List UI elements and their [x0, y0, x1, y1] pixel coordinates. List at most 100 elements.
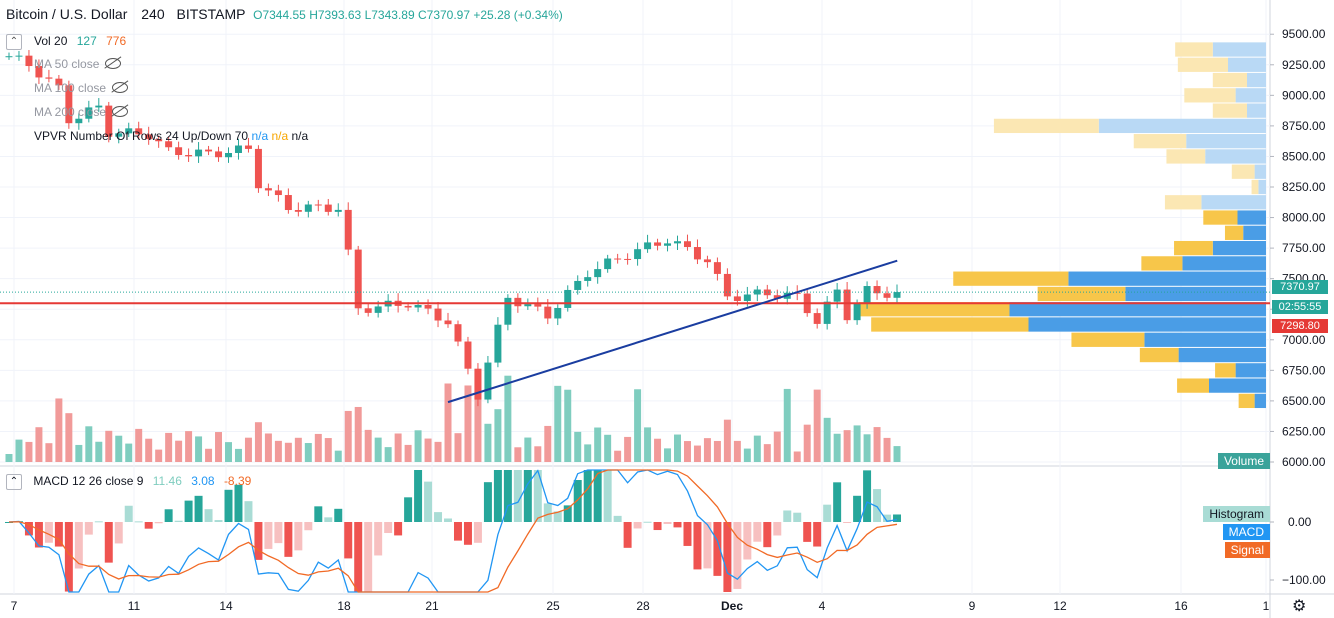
candle-body: [344, 209, 352, 250]
macd-histogram-bar: [863, 470, 872, 522]
hidden-eye-icon[interactable]: [105, 58, 122, 69]
volume-bar: [55, 398, 63, 462]
volume-bar: [494, 409, 502, 462]
vp-down-bar: [1238, 393, 1255, 409]
legend-vpvr[interactable]: VPVR Number Of Rows 24 Up/Down 70 n/a n/…: [34, 129, 308, 143]
collapse-icon[interactable]: ⌃: [6, 474, 22, 490]
candle-body: [284, 195, 292, 211]
macd-histogram-bar: [24, 522, 33, 536]
signal-line: [8, 469, 898, 593]
legend-ma50[interactable]: MA 50 close: [34, 57, 122, 71]
volume-badge: Volume: [1217, 453, 1270, 469]
volume-bar: [574, 431, 582, 462]
candle-body: [604, 258, 612, 270]
volume-bar: [863, 434, 871, 462]
macd-histogram-bar: [294, 522, 303, 551]
candle-body: [514, 297, 522, 307]
time-tick-label: 12: [1053, 599, 1067, 613]
vpvr-na-3: n/a: [291, 129, 309, 143]
macd-histogram-bar: [434, 512, 443, 522]
legend-ma100[interactable]: MA 100 close: [34, 81, 129, 95]
candle-body: [454, 324, 462, 342]
candle-body: [155, 139, 163, 142]
macd-histogram-bar: [324, 517, 333, 522]
vol-value-1: 127: [76, 34, 97, 48]
vp-up-bar: [1182, 256, 1266, 271]
volume-bar: [504, 375, 512, 462]
volume-bar: [723, 419, 731, 462]
macd-pane: [4, 469, 902, 593]
macd-histogram-bar: [64, 522, 73, 592]
macd-histogram-bar: [334, 508, 343, 522]
macd-histogram-bar: [4, 522, 13, 523]
vp-down-bar: [1215, 363, 1236, 378]
vp-down-bar: [993, 118, 1099, 134]
hidden-eye-icon[interactable]: [112, 106, 129, 117]
macd-tick-label: 0.00: [1288, 515, 1312, 529]
candle-body: [264, 188, 272, 191]
candle-body: [753, 289, 761, 295]
volume-bar: [284, 442, 292, 462]
candle-body: [873, 286, 881, 294]
macd-histogram-bar: [384, 522, 393, 534]
candle-body: [195, 149, 203, 157]
volume-bar: [743, 448, 751, 462]
vp-down-bar: [1133, 134, 1187, 149]
legend-ma200[interactable]: MA 200 close: [34, 105, 129, 119]
vp-up-bar: [1212, 240, 1266, 256]
histogram-badge: Histogram: [1203, 506, 1270, 522]
signal-badge: Signal: [1224, 542, 1270, 558]
candle-body: [354, 249, 362, 309]
macd-histogram-bar: [234, 484, 243, 522]
candle-body: [244, 145, 252, 149]
price-tick-label: 8250.00: [1282, 180, 1326, 194]
vp-down-bar: [1224, 225, 1244, 240]
vp-up-bar: [1235, 88, 1266, 103]
price-tick-label: 8000.00: [1282, 211, 1326, 225]
collapse-legend-button[interactable]: ⌃: [6, 34, 22, 50]
interval[interactable]: 240: [141, 6, 165, 22]
volume-bar: [394, 433, 402, 462]
macd-histogram-bar: [154, 522, 163, 524]
candle-body: [75, 118, 83, 124]
macd-histogram-bar: [44, 522, 53, 543]
candle-body: [115, 133, 123, 137]
symbol-name[interactable]: Bitcoin / U.S. Dollar: [6, 6, 128, 22]
trend-line: [447, 259, 898, 404]
volume-bar: [95, 441, 103, 462]
volume-bar: [145, 438, 153, 462]
hidden-eye-icon[interactable]: [112, 82, 129, 93]
vpvr-na-1: n/a: [251, 129, 269, 143]
volume-bar: [624, 436, 632, 462]
macd-histogram-bar: [723, 522, 732, 592]
macd-histogram-bar: [493, 470, 502, 522]
volume-bar: [893, 446, 901, 462]
volume-bar: [664, 448, 672, 462]
vp-down-bar: [953, 271, 1069, 286]
settings-gear-icon[interactable]: ⚙: [1292, 598, 1307, 615]
volume-bar: [813, 389, 821, 462]
price-tick-label: 7000.00: [1282, 333, 1326, 347]
volume-bar: [674, 434, 681, 462]
vp-up-bar: [1228, 57, 1266, 72]
macd-legend[interactable]: ⌃ MACD 12 26 close 9 11.46 3.08 -8.39: [6, 474, 251, 490]
legend-volume[interactable]: Vol 20 127 776: [34, 34, 126, 48]
candle-body: [763, 289, 771, 296]
candle-body: [833, 289, 841, 302]
time-tick-label: 11: [128, 599, 141, 613]
candle-body: [15, 55, 23, 57]
candle-body: [574, 280, 582, 290]
volume-bar: [5, 454, 13, 462]
vol-label: Vol 20: [34, 34, 68, 48]
vp-down-bar: [1071, 332, 1145, 347]
macd-histogram-bar: [244, 501, 253, 522]
candle-body: [5, 56, 13, 58]
macd-histogram-bar: [164, 509, 173, 522]
candle-body: [175, 147, 183, 156]
ma200-label: MA 200 close: [34, 105, 107, 119]
main-pane: [0, 0, 1270, 465]
macd-histogram-bar: [304, 522, 313, 531]
macd-histogram-bar: [144, 522, 153, 529]
level-badge: 7298.80: [1272, 319, 1328, 333]
